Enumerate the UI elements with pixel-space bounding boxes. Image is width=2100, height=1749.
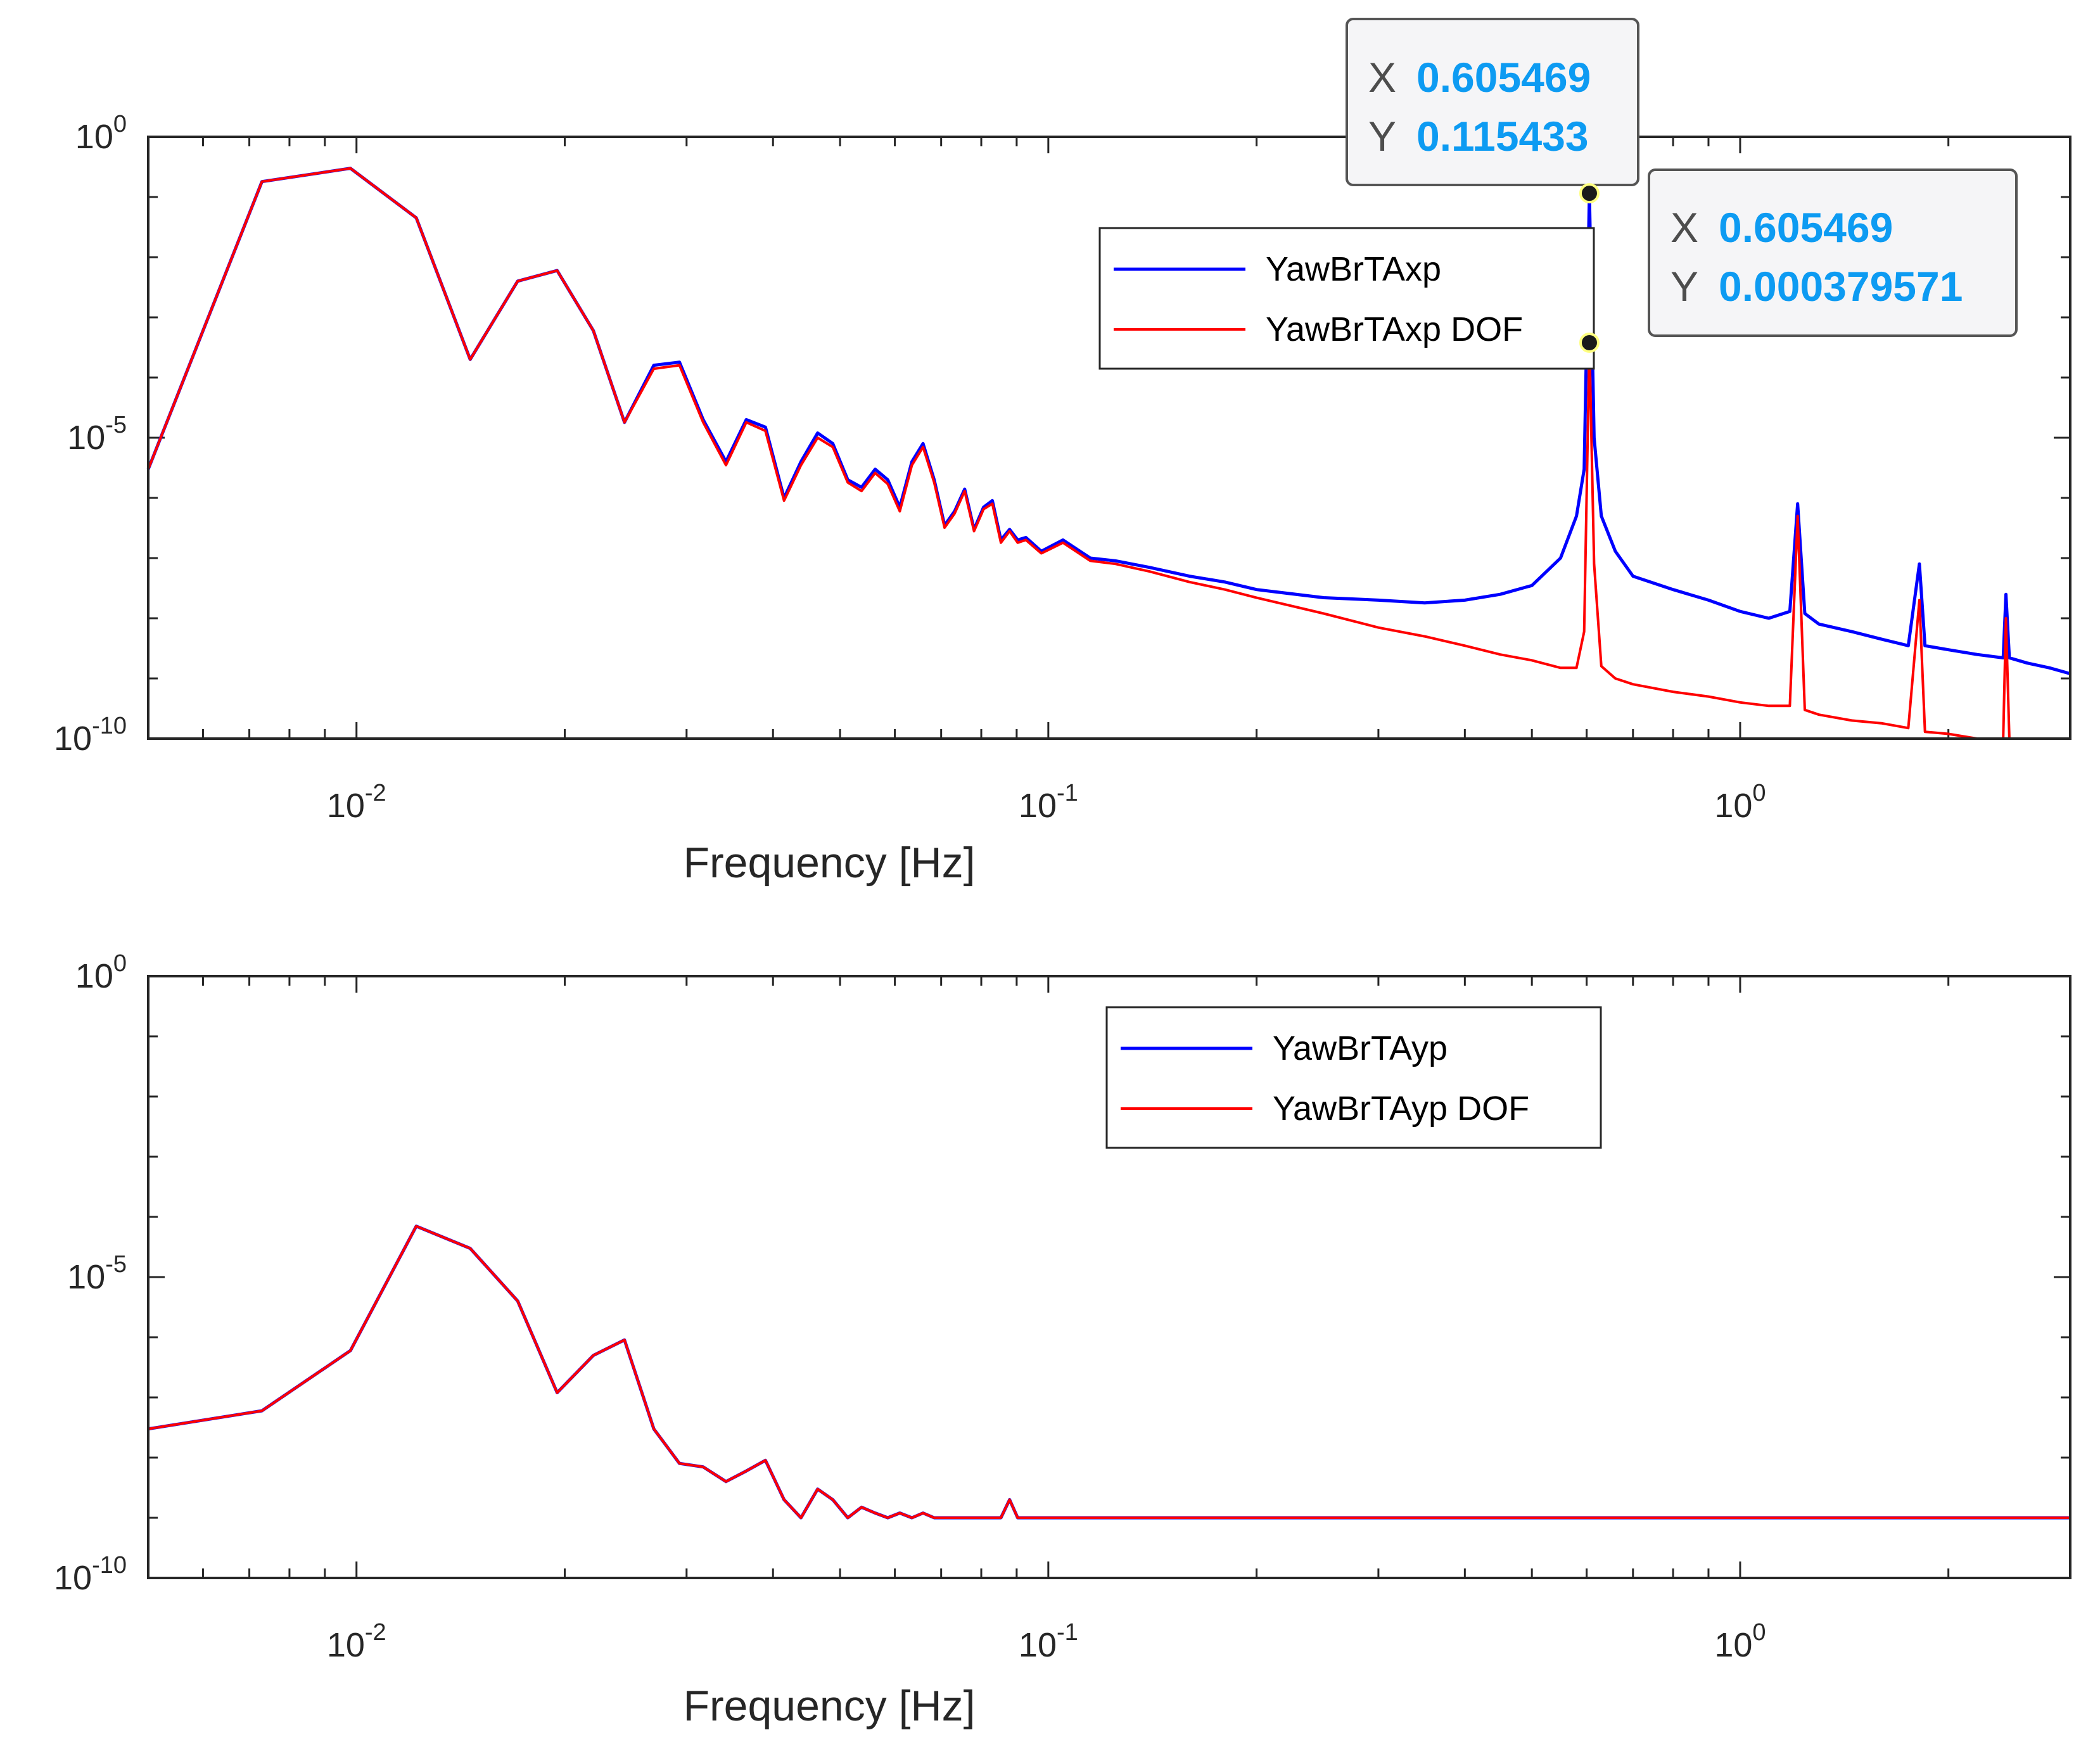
top-x-tick-1e-2: 10-2 [327, 780, 386, 825]
datatip-2-y-value: 0.000379571 [1719, 263, 1963, 310]
datatip-1-x-value: 0.605469 [1416, 54, 1591, 101]
top-axes[interactable]: 10-2 10-1 100 100 10-5 10-10 Frequency [… [54, 18, 2071, 887]
datatip-1-y-key: Y [1368, 113, 1396, 160]
bottom-axes[interactable]: 10-2 10-1 100 100 10-5 10-10 Frequency [… [54, 950, 2071, 1730]
top-legend-label-1: YawBrTAxp [1266, 250, 1441, 288]
top-legend[interactable]: YawBrTAxp YawBrTAxp DOF [1098, 227, 1595, 370]
datatip-2-marker[interactable] [1579, 332, 1600, 353]
datatip-2[interactable]: X 0.605469 Y 0.000379571 [1648, 169, 2018, 337]
datatip-2-y-key: Y [1670, 263, 1698, 310]
top-x-tick-1e-1: 10-1 [1019, 780, 1078, 825]
datatip-1[interactable]: X 0.605469 Y 0.115433 [1346, 18, 1639, 186]
bottom-x-tick-1e0: 100 [1714, 1619, 1766, 1664]
bottom-axes-box [147, 975, 2071, 1579]
top-x-tick-1e0: 100 [1714, 780, 1766, 825]
top-y-tick-1e-10: 10-10 [54, 713, 127, 758]
top-ticks [147, 136, 2071, 740]
bottom-legend-box [1105, 1006, 1602, 1149]
top-legend-label-2: YawBrTAxp DOF [1266, 310, 1523, 348]
bottom-y-tick-1e0: 100 [75, 950, 127, 995]
top-axes-box [147, 136, 2071, 740]
datatip-1-marker[interactable] [1579, 183, 1600, 204]
datatip-1-box [1346, 18, 1639, 186]
datatip-markers [1579, 183, 1600, 353]
bottom-legend-label-2: YawBrTAyp DOF [1273, 1090, 1529, 1128]
top-y-tick-1e0: 100 [75, 111, 127, 156]
bottom-x-tick-1e-1: 10-1 [1019, 1619, 1078, 1664]
bottom-x-axis-label: Frequency [Hz] [683, 1682, 975, 1730]
bottom-legend-label-1: YawBrTAyp [1273, 1029, 1448, 1067]
bottom-y-tick-1e-10: 10-10 [54, 1552, 127, 1597]
top-series [146, 167, 2071, 740]
datatip-1-y-value: 0.115433 [1416, 113, 1589, 160]
series-line-red [147, 167, 2070, 740]
top-y-tick-labels: 100 10-5 10-10 [54, 111, 127, 758]
datatip-2-box [1648, 169, 2018, 337]
series-line-red [148, 1224, 2070, 1519]
top-legend-box [1098, 227, 1595, 370]
bottom-y-tick-1e-5: 10-5 [67, 1251, 127, 1296]
top-x-tick-labels: 10-2 10-1 100 [327, 780, 1766, 825]
bottom-y-tick-labels: 100 10-5 10-10 [54, 950, 127, 1597]
bottom-series [148, 1224, 2070, 1520]
datatip-2-x-value: 0.605469 [1719, 204, 1893, 251]
bottom-legend[interactable]: YawBrTAyp YawBrTAyp DOF [1105, 1006, 1602, 1149]
bottom-x-tick-labels: 10-2 10-1 100 [327, 1619, 1766, 1664]
bottom-x-tick-1e-2: 10-2 [327, 1619, 386, 1664]
datatip-1-x-key: X [1368, 54, 1396, 101]
series-line-blue [146, 167, 2071, 675]
top-x-axis-label: Frequency [Hz] [683, 839, 975, 887]
top-y-tick-1e-5: 10-5 [67, 412, 127, 457]
datatip-2-x-key: X [1670, 204, 1698, 251]
